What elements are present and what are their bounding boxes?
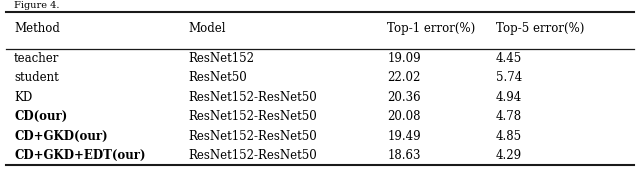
Text: CD+GKD(our): CD+GKD(our)	[14, 130, 108, 143]
Text: Top-5 error(%): Top-5 error(%)	[496, 22, 584, 35]
Text: CD(our): CD(our)	[14, 110, 67, 123]
Text: 4.94: 4.94	[496, 91, 522, 104]
Text: ResNet152-ResNet50: ResNet152-ResNet50	[189, 149, 317, 162]
Text: Method: Method	[14, 22, 60, 35]
Text: ResNet50: ResNet50	[189, 71, 248, 84]
Text: Figure 4.: Figure 4.	[14, 1, 60, 10]
Text: ResNet152-ResNet50: ResNet152-ResNet50	[189, 110, 317, 123]
Text: student: student	[14, 71, 59, 84]
Text: 22.02: 22.02	[387, 71, 420, 84]
Text: ResNet152-ResNet50: ResNet152-ResNet50	[189, 91, 317, 104]
Text: ResNet152-ResNet50: ResNet152-ResNet50	[189, 130, 317, 143]
Text: Top-1 error(%): Top-1 error(%)	[387, 22, 476, 35]
Text: 19.09: 19.09	[387, 52, 421, 65]
Text: KD: KD	[14, 91, 33, 104]
Text: Model: Model	[189, 22, 227, 35]
Text: CD+GKD+EDT(our): CD+GKD+EDT(our)	[14, 149, 145, 162]
Text: 20.08: 20.08	[387, 110, 420, 123]
Text: ResNet152: ResNet152	[189, 52, 255, 65]
Text: 4.29: 4.29	[496, 149, 522, 162]
Text: teacher: teacher	[14, 52, 60, 65]
Text: 20.36: 20.36	[387, 91, 421, 104]
Text: 5.74: 5.74	[496, 71, 522, 84]
Text: 4.85: 4.85	[496, 130, 522, 143]
Text: 18.63: 18.63	[387, 149, 420, 162]
Text: 4.45: 4.45	[496, 52, 522, 65]
Text: 19.49: 19.49	[387, 130, 421, 143]
Text: 4.78: 4.78	[496, 110, 522, 123]
